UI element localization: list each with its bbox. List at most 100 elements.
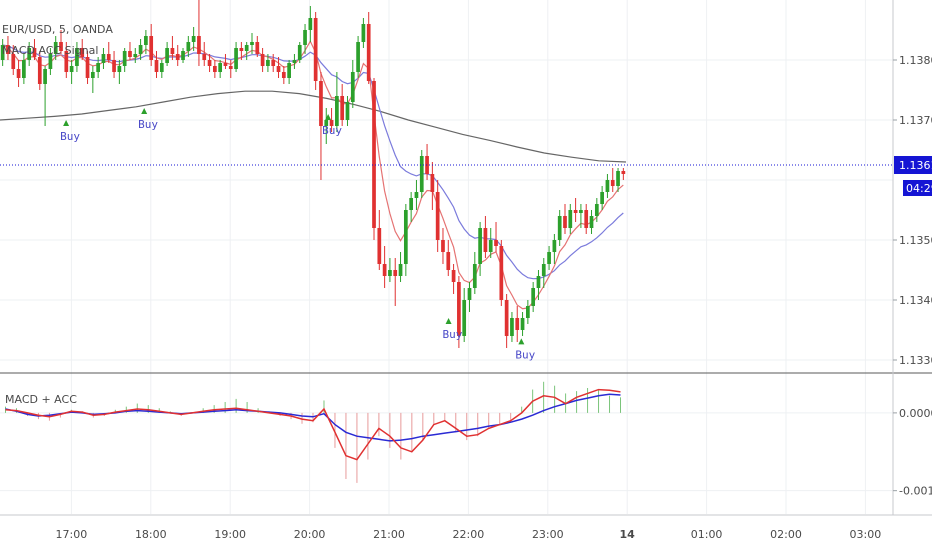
candle [425,144,429,180]
candle-body [303,30,307,45]
candle [53,36,58,60]
candle [345,96,350,126]
candle [435,180,440,252]
price-scale[interactable]: 1.13800 1.13700 1.13500 1.13400 1.13300 [893,54,932,367]
buy-label: Buy [138,118,158,131]
candle-body [579,210,583,213]
candle [207,54,212,72]
candle-body [48,54,53,69]
candle-body [297,45,302,60]
candle-body [212,66,217,72]
candle [340,84,345,126]
candle-body [483,228,488,252]
candle [234,42,238,72]
candle-body [563,216,567,228]
candle [202,42,207,66]
candle-body [197,36,201,54]
candle [271,54,276,72]
candle [541,258,546,288]
candle-body [568,210,573,228]
candle-body [80,48,85,57]
price-tick-label: 1.13800 [899,54,932,67]
candle [85,51,90,84]
time-scale[interactable]: 17:00 18:00 19:00 20:00 21:00 22:00 23:00 14 01:… [56,528,882,541]
candle [32,39,37,60]
time-tick-label: 01:00 [691,528,723,541]
candle-body [621,171,626,174]
time-tick-label: 21:00 [373,528,405,541]
candle-body [53,42,58,54]
candle [197,0,201,66]
candle [579,204,583,228]
candle-body [138,45,143,54]
candle-body [244,45,249,51]
candle [37,51,42,90]
candle [568,204,573,234]
candle [64,42,69,78]
candle [170,36,175,60]
price-tick-label: 1.13300 [899,354,932,367]
candle-body [366,24,371,81]
candle [22,54,26,84]
candle [377,210,382,270]
candle-body [106,54,111,60]
candle-body [250,42,254,45]
candle [212,60,217,78]
candle-body [218,63,223,72]
candle-body [382,264,387,276]
candle [297,42,302,63]
candle [414,180,419,210]
candle-body [589,216,594,228]
candle-body [504,300,509,336]
candle-body [324,120,329,126]
candle [388,258,392,282]
buy-arrow [141,108,148,114]
buy-arrow [445,318,452,324]
candle-body [144,36,148,45]
candle [16,60,21,87]
candle-body [472,264,477,288]
candle-body [202,54,207,60]
candle [11,45,16,75]
candle [149,24,154,66]
candle [552,234,557,264]
candle-body [372,81,376,228]
candle [547,246,551,270]
candle-body [149,36,154,60]
candle-body [520,318,525,330]
candle-body [281,72,286,78]
candle-body [90,72,95,78]
candle-body [488,240,493,252]
candle [133,48,138,63]
candle-body [409,198,414,210]
candle-body [117,66,122,72]
candle [303,24,307,54]
candle [313,12,318,90]
candle [244,42,249,60]
macd-scale[interactable]: 0.0000 -0.0010 [893,407,932,498]
candle [69,60,74,84]
candle-body [610,180,615,186]
candle-body [377,228,382,264]
candle [292,54,297,69]
candle [266,54,270,72]
candlestick-series[interactable] [0,0,626,348]
candle [223,54,228,69]
candle [361,18,366,48]
candle [531,282,536,312]
candle [393,258,398,306]
candle [616,168,620,192]
candle [372,78,376,240]
candle-body [175,54,180,60]
candle [457,276,461,348]
buy-arrow [325,114,332,120]
time-tick-label: 19:00 [214,528,246,541]
candle-body [499,246,504,300]
candle [366,12,371,84]
candle [186,36,191,57]
current-price-badge [894,156,932,174]
candle-body [425,156,429,174]
candle-body [478,228,482,264]
candle-body [525,306,530,318]
